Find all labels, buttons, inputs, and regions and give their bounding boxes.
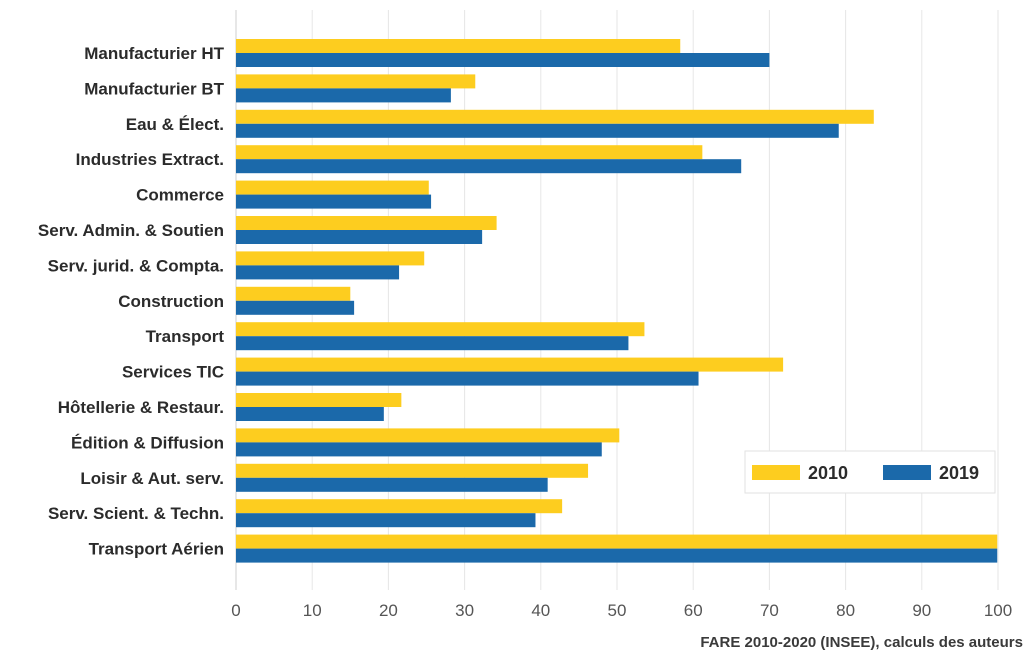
x-tick-label: 50	[608, 601, 627, 620]
x-tick-label: 0	[231, 601, 240, 620]
legend: 2010 2019	[744, 450, 996, 494]
bar-2019	[236, 265, 400, 280]
bar-2010	[236, 322, 645, 337]
bar-2019	[236, 159, 742, 174]
x-tick-label: 30	[455, 601, 474, 620]
category-label: Loisir & Aut. serv.	[80, 469, 224, 488]
legend-swatch-2019	[883, 465, 931, 480]
bar-2019	[236, 53, 770, 67]
category-label: Manufacturier BT	[84, 79, 224, 98]
x-tick-labels: 0 10 20 30 40 50 60 70 80 90 100	[231, 601, 1012, 620]
category-label: Transport Aérien	[89, 540, 224, 559]
category-label: Commerce	[136, 186, 224, 205]
bar-2019	[236, 88, 451, 103]
category-label: Services TIC	[122, 363, 224, 382]
legend-swatch-2010	[752, 465, 800, 480]
category-labels: Manufacturier HT Manufacturier BT Eau & Él…	[38, 44, 225, 559]
x-tick-label: 80	[836, 601, 855, 620]
bar-2019	[236, 477, 548, 492]
bar-2019	[236, 194, 432, 209]
bar-2019	[236, 123, 839, 138]
bar-2019	[236, 300, 355, 315]
x-tick-label: 20	[379, 601, 398, 620]
bar-2010	[236, 109, 874, 124]
legend-label-2019: 2019	[939, 463, 979, 483]
bar-2019	[236, 371, 699, 386]
bar-2010	[236, 463, 589, 478]
bar-2019	[236, 407, 384, 421]
source-note: FARE 2010-2020 (INSEE), calculs des aute…	[700, 634, 1023, 651]
x-tick-label: 40	[531, 601, 550, 620]
category-label: Construction	[118, 292, 224, 311]
bar-2019	[236, 513, 536, 528]
category-label: Serv. jurid. & Compta.	[48, 256, 224, 275]
x-tick-label: 70	[760, 601, 779, 620]
bar-2019	[236, 442, 602, 457]
bar-2010	[236, 39, 681, 53]
category-label: Industries Extract.	[76, 150, 224, 169]
category-label: Transport	[146, 327, 225, 346]
bar-2010	[236, 534, 998, 549]
bar-2010	[236, 251, 425, 266]
bar-2010	[236, 357, 784, 372]
x-tick-label: 60	[684, 601, 703, 620]
category-label: Serv. Admin. & Soutien	[38, 221, 224, 240]
category-label: Hôtellerie & Restaur.	[58, 398, 224, 417]
bar-2010	[236, 393, 402, 407]
bar-2019	[236, 230, 483, 244]
bar-2010	[236, 286, 351, 301]
category-label: Manufacturier HT	[84, 44, 224, 63]
category-label: Eau & Élect.	[126, 115, 224, 134]
x-tick-label: 10	[303, 601, 322, 620]
bar-2010	[236, 74, 476, 89]
category-label: Serv. Scient. & Techn.	[48, 504, 224, 523]
bar-2019	[236, 548, 998, 563]
bar-2010	[236, 499, 563, 514]
x-tick-label: 90	[912, 601, 931, 620]
bars	[236, 39, 998, 563]
bar-2019	[236, 336, 629, 351]
category-label: Édition & Diffusion	[71, 433, 224, 452]
bar-2010	[236, 216, 497, 230]
bar-2010	[236, 180, 429, 195]
bar-2010	[236, 145, 703, 160]
x-tick-label: 100	[984, 601, 1012, 620]
legend-label-2010: 2010	[808, 463, 848, 483]
bar-2010	[236, 428, 620, 443]
